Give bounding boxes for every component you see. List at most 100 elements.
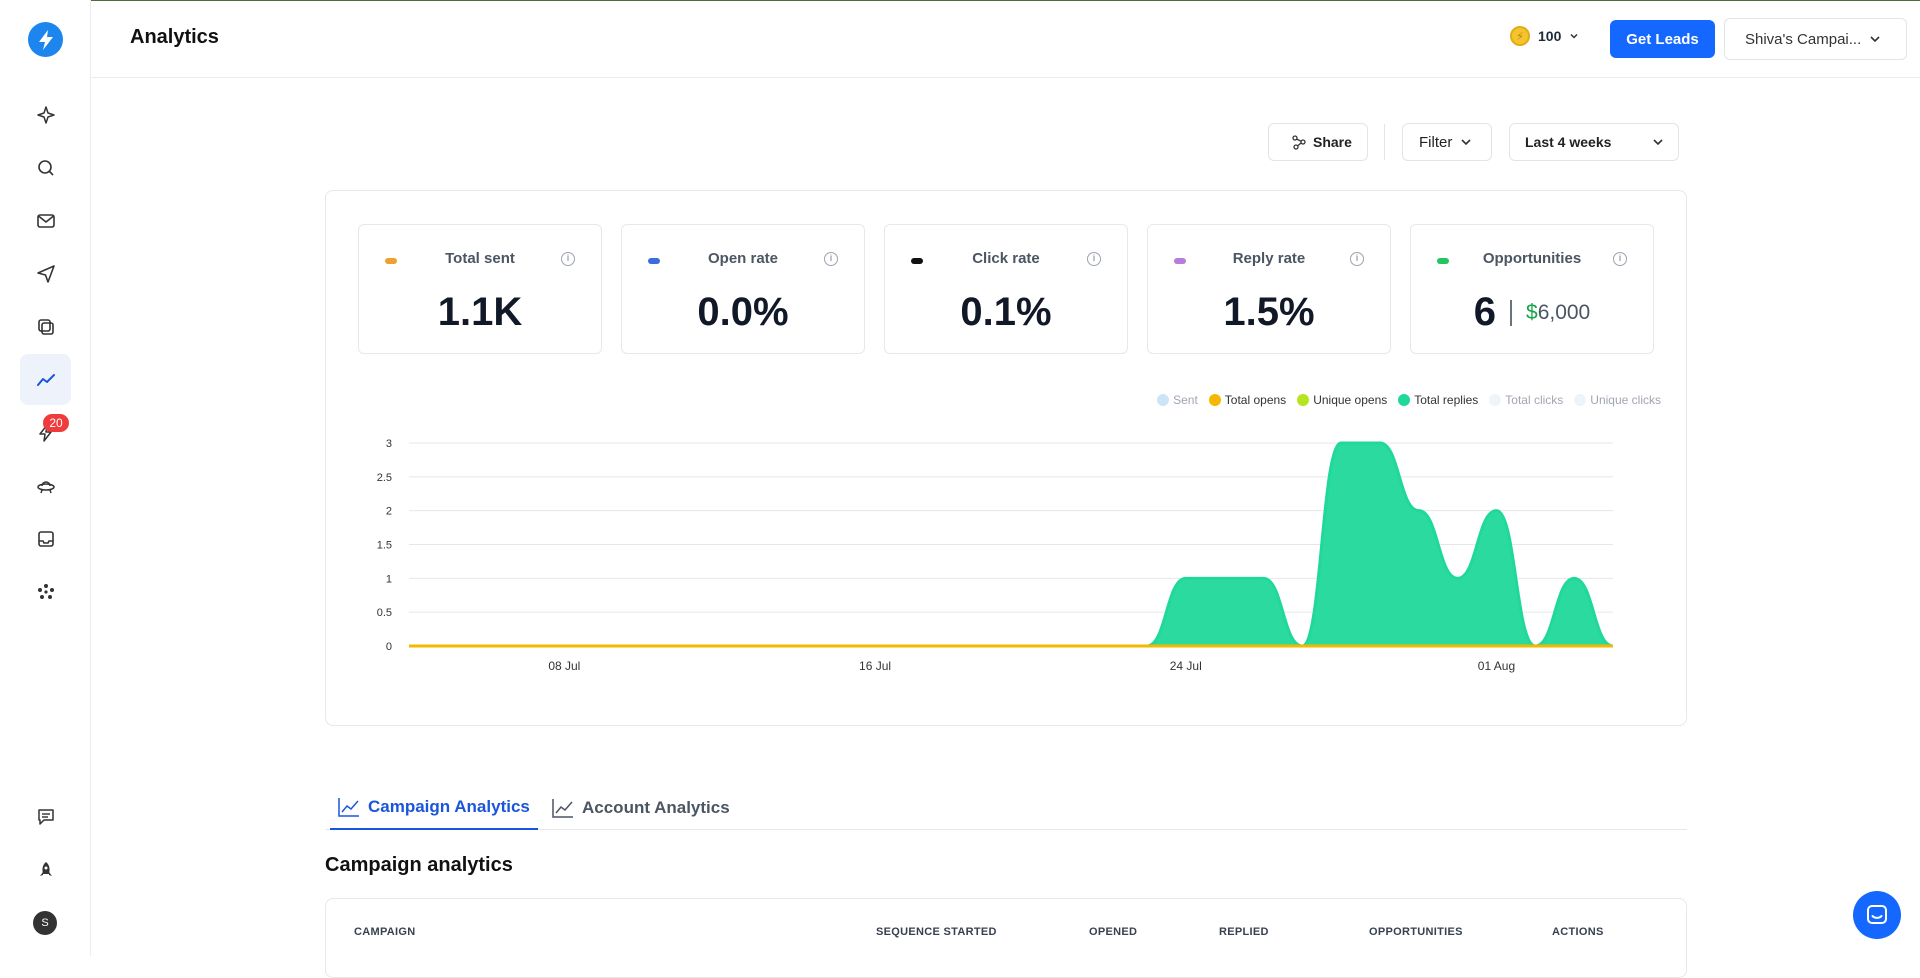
legend-swatch bbox=[1208, 394, 1221, 406]
info-icon[interactable]: i bbox=[1613, 252, 1627, 266]
column-header-sequence-started[interactable]: SEQUENCE STARTED bbox=[876, 926, 997, 938]
kpi-label: Click rate bbox=[972, 250, 1040, 267]
chevron-down-icon bbox=[1653, 139, 1663, 146]
series-area-total-replies bbox=[409, 443, 1613, 646]
credits-dropdown[interactable]: ⚡ 100 bbox=[1510, 26, 1579, 46]
legend-item[interactable]: Sent bbox=[1157, 393, 1198, 407]
date-range-select[interactable]: Last 4 weeks bbox=[1509, 123, 1679, 161]
column-header-opened[interactable]: OPENED bbox=[1089, 926, 1138, 938]
kpi-value: 0.0% bbox=[697, 290, 789, 334]
kpi-color-dot bbox=[1174, 258, 1186, 264]
x-tick-label: 16 Jul bbox=[859, 659, 891, 673]
legend-item[interactable]: Total opens bbox=[1208, 393, 1286, 407]
ufo-icon[interactable] bbox=[20, 460, 71, 511]
legend-swatch bbox=[1157, 394, 1170, 406]
divider bbox=[1384, 124, 1385, 160]
kpi-click-rate: Click rate i 0.1% bbox=[884, 224, 1128, 354]
chat-support-button[interactable] bbox=[1853, 891, 1901, 939]
kpi-label: Reply rate bbox=[1232, 250, 1306, 267]
y-tick-label: 0.5 bbox=[377, 607, 392, 619]
send-icon[interactable] bbox=[20, 248, 71, 299]
legend-swatch bbox=[1297, 394, 1310, 406]
info-icon[interactable]: i bbox=[824, 252, 838, 266]
filter-button[interactable]: Filter bbox=[1402, 123, 1492, 161]
notification-badge: 20 bbox=[43, 414, 69, 432]
legend-swatch bbox=[1398, 394, 1411, 406]
legend-label: Total replies bbox=[1414, 393, 1479, 407]
opportunities-values: 6 $6,000 bbox=[1411, 290, 1653, 335]
legend-item[interactable]: Total clicks bbox=[1489, 393, 1563, 407]
inbox-icon[interactable] bbox=[20, 513, 71, 564]
logo-icon[interactable] bbox=[28, 22, 63, 57]
mail-icon[interactable] bbox=[20, 195, 71, 246]
kpi-label: Total sent bbox=[445, 250, 515, 267]
copy-icon[interactable] bbox=[20, 301, 71, 352]
tab-campaign-analytics[interactable]: Campaign Analytics bbox=[330, 786, 538, 830]
filter-label: Filter bbox=[1419, 133, 1453, 151]
info-icon[interactable]: i bbox=[1350, 252, 1364, 266]
analytics-card: Total sent i 1.1K Open rate i 0.0% Click… bbox=[325, 190, 1687, 726]
legend-label: Unique clicks bbox=[1590, 393, 1661, 407]
get-leads-button[interactable]: Get Leads bbox=[1610, 20, 1715, 58]
divider bbox=[1510, 299, 1512, 326]
kpi-value: 1.1K bbox=[437, 290, 523, 334]
info-icon[interactable]: i bbox=[561, 252, 575, 266]
info-icon[interactable]: i bbox=[1087, 252, 1101, 266]
x-tick-label: 24 Jul bbox=[1170, 659, 1202, 673]
chevron-down-icon bbox=[1461, 139, 1471, 146]
legend-item[interactable]: Unique clicks bbox=[1574, 393, 1661, 407]
legend-item[interactable]: Unique opens bbox=[1297, 393, 1387, 407]
y-tick-label: 1.5 bbox=[377, 540, 392, 552]
opportunities-money-value: 6,000 bbox=[1537, 300, 1591, 324]
sidebar: 20 S bbox=[0, 0, 91, 956]
replies-area-chart: 0 0.5 1 1.5 2 2.5 3 08 Jul 16 Jul 24 Jul 01 Aug bbox=[377, 438, 1614, 673]
legend-label: Total clicks bbox=[1505, 393, 1564, 407]
legend-swatch bbox=[1574, 394, 1587, 406]
section-title: Campaign analytics bbox=[325, 854, 513, 876]
y-tick-label: 1 bbox=[386, 573, 392, 585]
feedback-icon[interactable] bbox=[20, 791, 71, 842]
column-header-opportunities[interactable]: OPPORTUNITIES bbox=[1369, 926, 1463, 938]
currency-symbol: $ bbox=[1526, 300, 1538, 324]
kpi-color-dot bbox=[911, 258, 923, 264]
avatar[interactable]: S bbox=[33, 911, 57, 935]
workspace-name: Shiva's Campai... bbox=[1745, 30, 1862, 48]
sparkle-icon[interactable] bbox=[20, 89, 71, 140]
kpi-label: Open rate bbox=[707, 250, 779, 267]
date-range-label: Last 4 weeks bbox=[1525, 134, 1612, 150]
tab-label: Account Analytics bbox=[582, 798, 730, 817]
kpi-value: 1.5% bbox=[1223, 290, 1315, 334]
y-tick-label: 0 bbox=[386, 641, 392, 653]
chevron-down-icon bbox=[1570, 33, 1578, 39]
kpi-color-dot bbox=[1437, 258, 1449, 264]
chat-icon bbox=[1867, 905, 1887, 924]
campaign-table: CAMPAIGN SEQUENCE STARTED OPENED REPLIED… bbox=[325, 898, 1687, 978]
legend-item[interactable]: Total replies bbox=[1398, 393, 1478, 407]
tab-account-analytics[interactable]: Account Analytics bbox=[544, 786, 738, 830]
opportunities-amount: $6,000 bbox=[1526, 301, 1590, 325]
header: Analytics ⚡ 100 Get Leads Shiva's Campai… bbox=[91, 0, 1920, 78]
opportunities-count: 6 bbox=[1473, 290, 1496, 334]
line-chart-icon bbox=[338, 798, 359, 817]
column-header-actions[interactable]: ACTIONS bbox=[1552, 926, 1604, 938]
column-header-campaign[interactable]: CAMPAIGN bbox=[354, 926, 416, 938]
workspace-dropdown[interactable]: Shiva's Campai... bbox=[1724, 18, 1907, 60]
line-chart-icon bbox=[552, 799, 573, 818]
coin-icon: ⚡ bbox=[1510, 26, 1530, 46]
kpi-color-dot bbox=[648, 258, 660, 264]
y-tick-label: 2 bbox=[386, 506, 392, 518]
share-button[interactable]: Share bbox=[1268, 123, 1368, 161]
lightning-icon[interactable] bbox=[20, 407, 71, 458]
kpi-reply-rate: Reply rate i 1.5% bbox=[1147, 224, 1391, 354]
analytics-tabs: Campaign Analytics Account Analytics bbox=[325, 772, 1687, 830]
column-header-replied[interactable]: REPLIED bbox=[1219, 926, 1269, 938]
legend-label: Sent bbox=[1173, 393, 1198, 407]
share-icon bbox=[1292, 135, 1306, 150]
search-icon[interactable] bbox=[20, 142, 71, 193]
analytics-icon[interactable] bbox=[20, 354, 71, 405]
rocket-icon[interactable] bbox=[20, 844, 71, 895]
page-title: Analytics bbox=[130, 26, 219, 48]
share-label: Share bbox=[1313, 134, 1352, 150]
apps-icon[interactable] bbox=[20, 566, 71, 617]
x-tick-label: 01 Aug bbox=[1478, 659, 1515, 673]
